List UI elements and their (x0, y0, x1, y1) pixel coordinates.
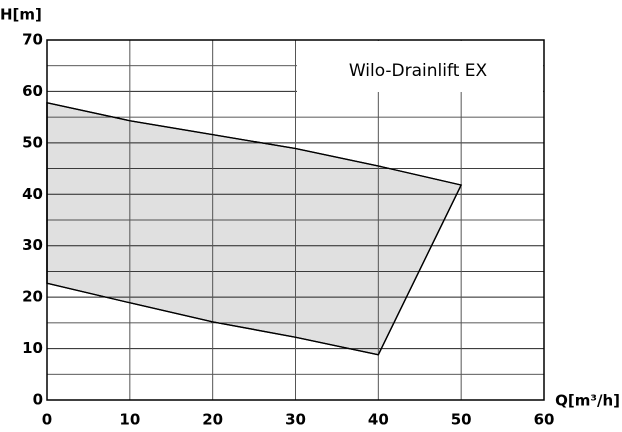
y-tick-label: 70 (22, 31, 43, 49)
y-tick-label: 10 (22, 339, 43, 357)
y-tick-label: 30 (22, 236, 43, 254)
x-tick-label: 30 (285, 411, 306, 429)
operating-area-outline (46, 101, 463, 356)
y-tick-label: 0 (33, 391, 43, 409)
x-tick-label: 40 (368, 411, 389, 429)
annotation-box (297, 41, 543, 92)
x-tick-label: 0 (42, 411, 52, 429)
y-tick-label: 60 (22, 82, 43, 100)
plot-border (46, 39, 545, 401)
annotation: Wilo-Drainlift EX (349, 61, 488, 81)
x-tick-label: 50 (451, 411, 472, 429)
x-axis-label: Q[m³/h] (555, 392, 620, 410)
operating-area (46, 101, 463, 356)
y-axis-label: H[m] (0, 6, 42, 24)
y-tick-label: 20 (22, 288, 43, 306)
x-tick-label: 20 (202, 411, 223, 429)
y-tick-label: 40 (22, 185, 43, 203)
x-tick-label: 10 (119, 411, 140, 429)
y-tick-label: 50 (22, 133, 43, 151)
x-tick-label: 60 (534, 411, 555, 429)
